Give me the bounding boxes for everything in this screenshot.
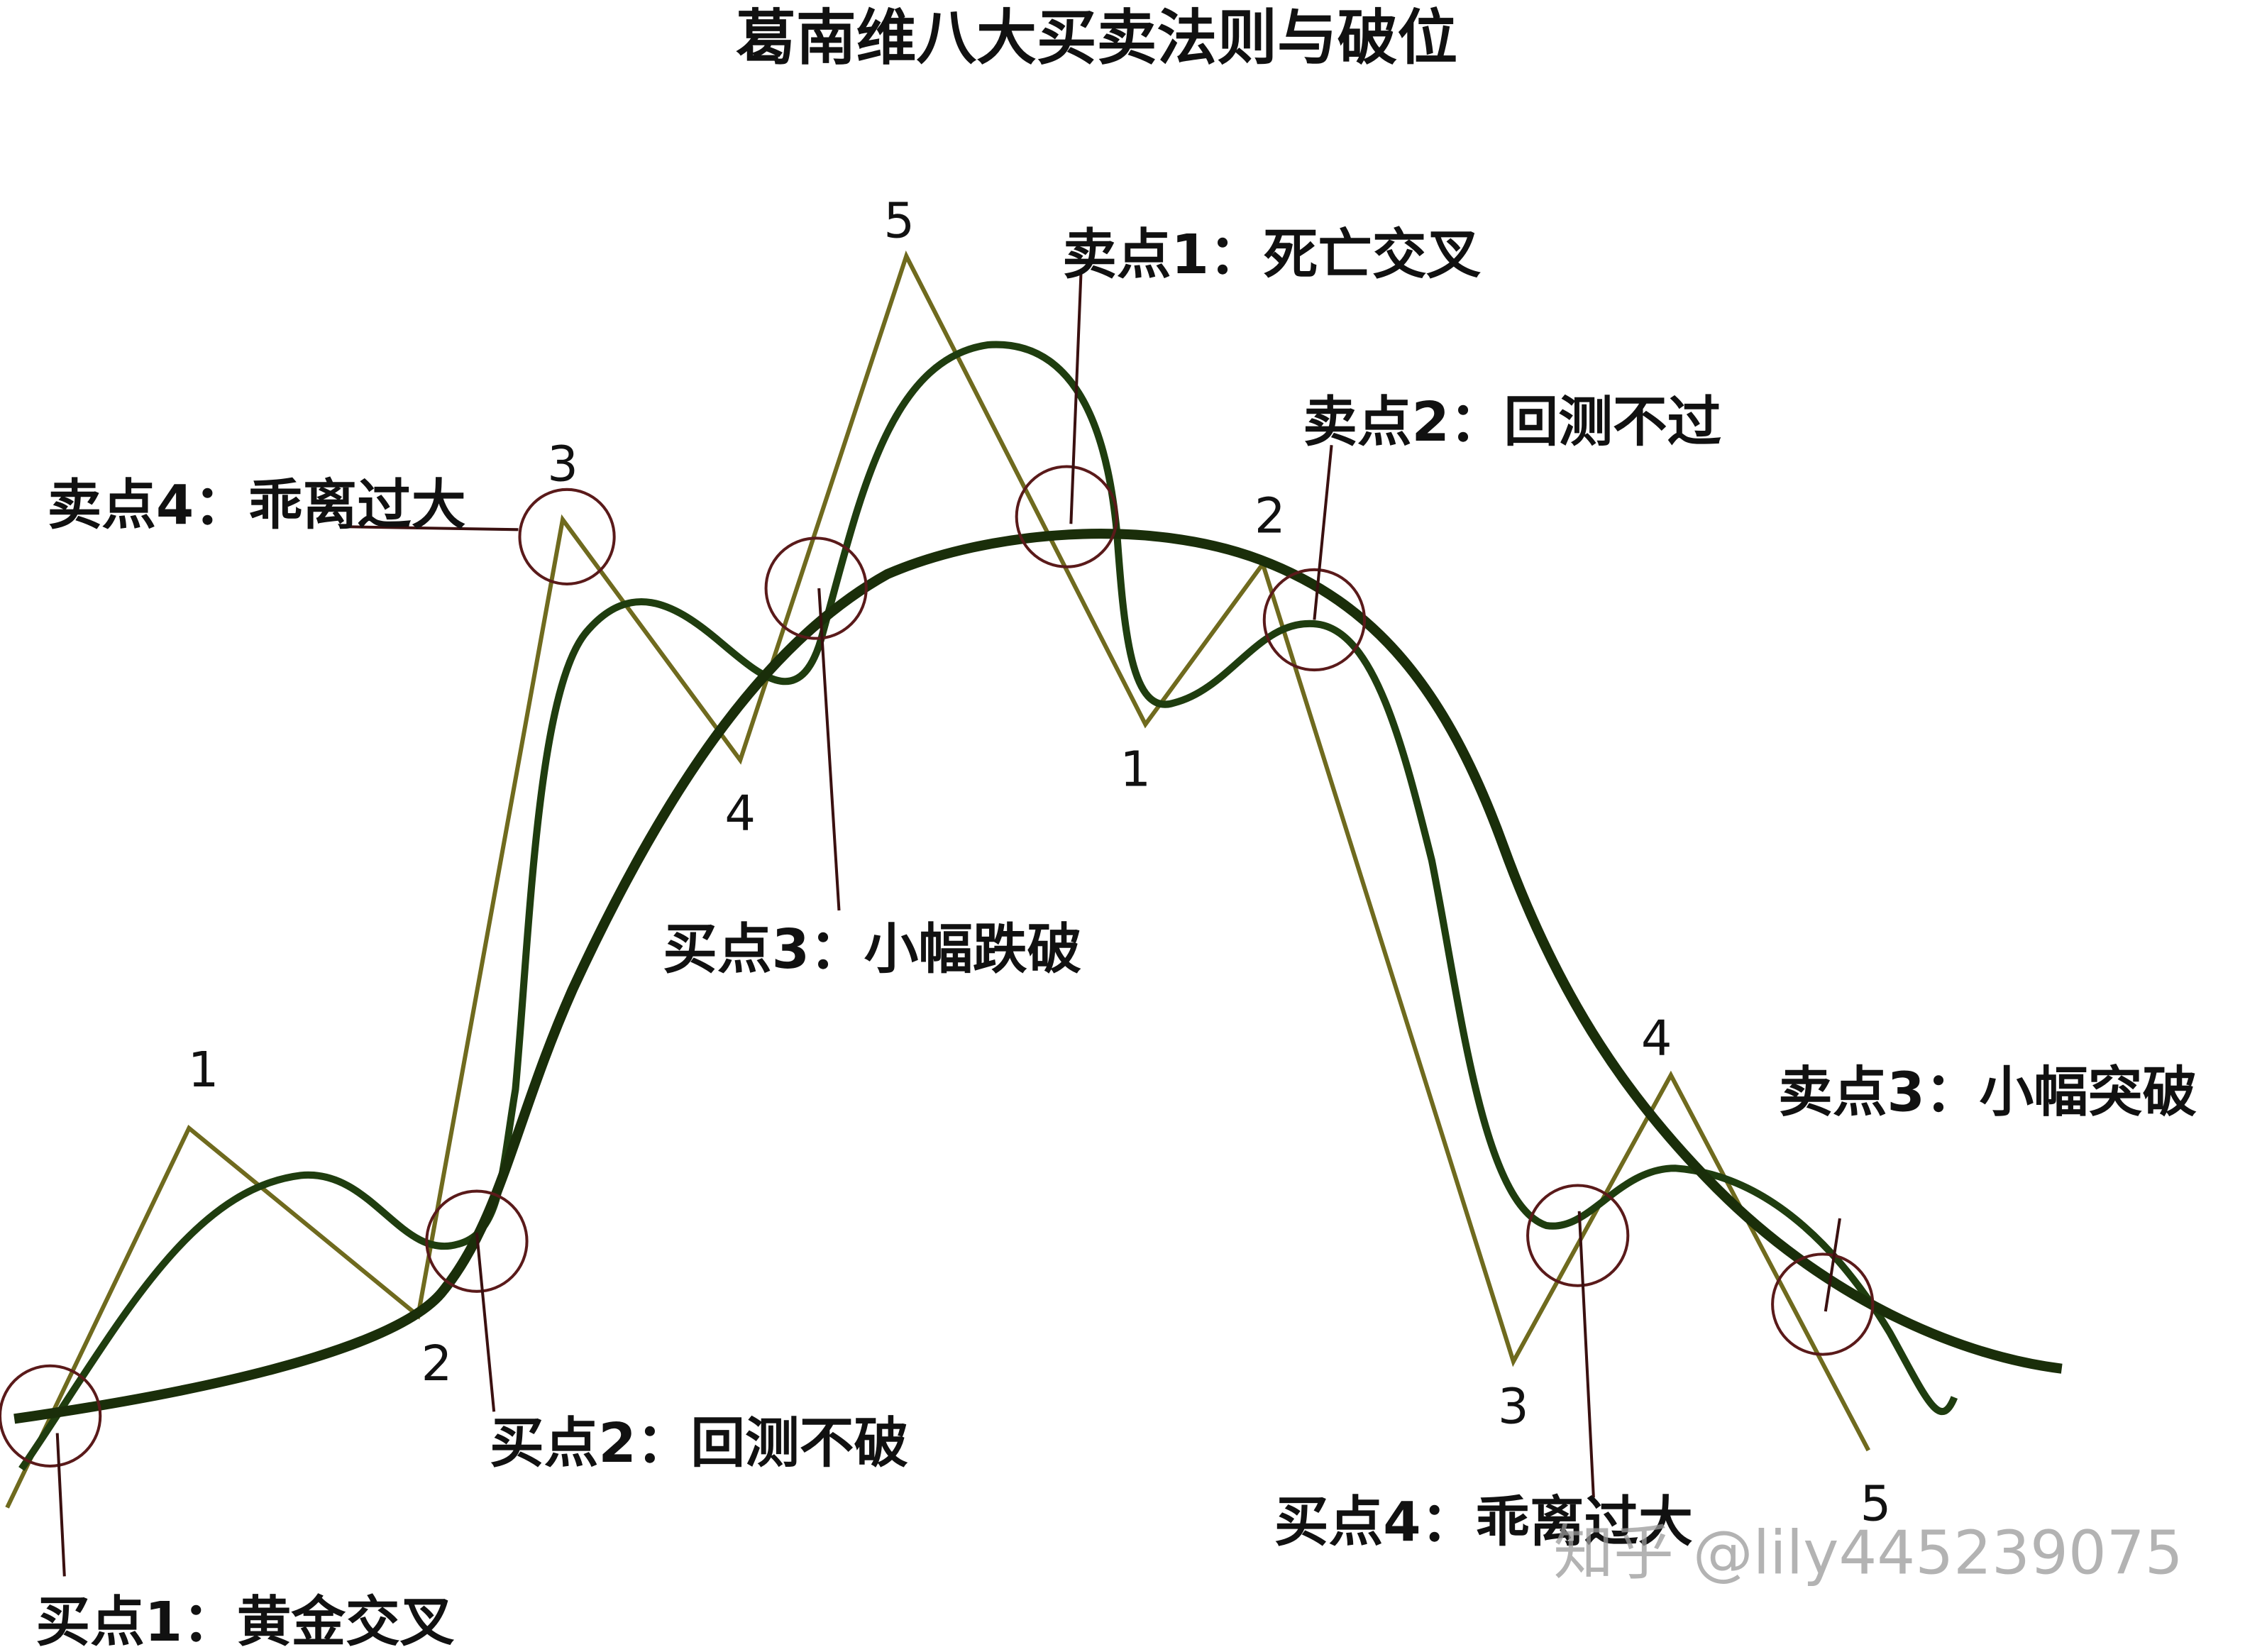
wave-label: 5	[1860, 1476, 1892, 1533]
annotation: 卖点4：乖离过大	[48, 474, 466, 537]
signal-circle	[1262, 568, 1367, 672]
labels: 卖点4：乖离过大 卖点1：死亡交叉卖点2：回测不过买点3：小幅跌破卖点3：小幅突破…	[35, 193, 2197, 1652]
annotation: 买点4：乖离过大	[1274, 1491, 1693, 1554]
annotation: 买点2：回测不破	[490, 1412, 908, 1475]
wave-label: 3	[547, 436, 578, 493]
title: 葛南维八大买卖法则与破位	[736, 2, 1457, 72]
wave-label: 2	[1254, 488, 1286, 544]
wave-label: 4	[1641, 1011, 1672, 1067]
signal-circle	[425, 1189, 529, 1293]
pointer-line	[55, 1433, 66, 1577]
long-ma	[13, 529, 2063, 1424]
wave-label: 1	[188, 1042, 219, 1098]
pointer-line	[1577, 1211, 1595, 1498]
zigzag-wave	[5, 250, 1870, 1509]
signal-circle	[1771, 1252, 1875, 1356]
pointer-line	[346, 525, 519, 532]
signal-circle	[764, 536, 868, 640]
pointer-line	[1824, 1218, 1841, 1312]
pointer-line	[1313, 445, 1333, 620]
wave-label: 3	[1498, 1378, 1529, 1435]
annotation: 买点1：黄金交叉	[35, 1591, 454, 1652]
annotation: 卖点1：死亡交叉	[1062, 224, 1481, 287]
annotation: 卖点3：小幅突破	[1778, 1062, 2197, 1125]
wave-label: 1	[1120, 742, 1151, 798]
pointer-line	[817, 588, 841, 911]
wave-label: 4	[724, 786, 756, 842]
signal-circle	[518, 488, 616, 585]
pointer-line	[475, 1232, 496, 1412]
watermark: 知乎 @lily445239075	[1553, 1517, 2183, 1587]
annotation: 买点3：小幅跌破	[663, 918, 1081, 981]
wave-label: 5	[883, 193, 915, 250]
signal-circles	[0, 465, 1875, 1467]
signal-circle	[1015, 465, 1118, 568]
pointer-line	[1069, 273, 1083, 524]
annotation: 卖点2：回测不过	[1303, 391, 1721, 454]
signal-circle	[1526, 1184, 1630, 1287]
pointer-lines	[55, 273, 1841, 1577]
signal-circle	[0, 1364, 102, 1467]
wave-label: 2	[421, 1336, 453, 1392]
